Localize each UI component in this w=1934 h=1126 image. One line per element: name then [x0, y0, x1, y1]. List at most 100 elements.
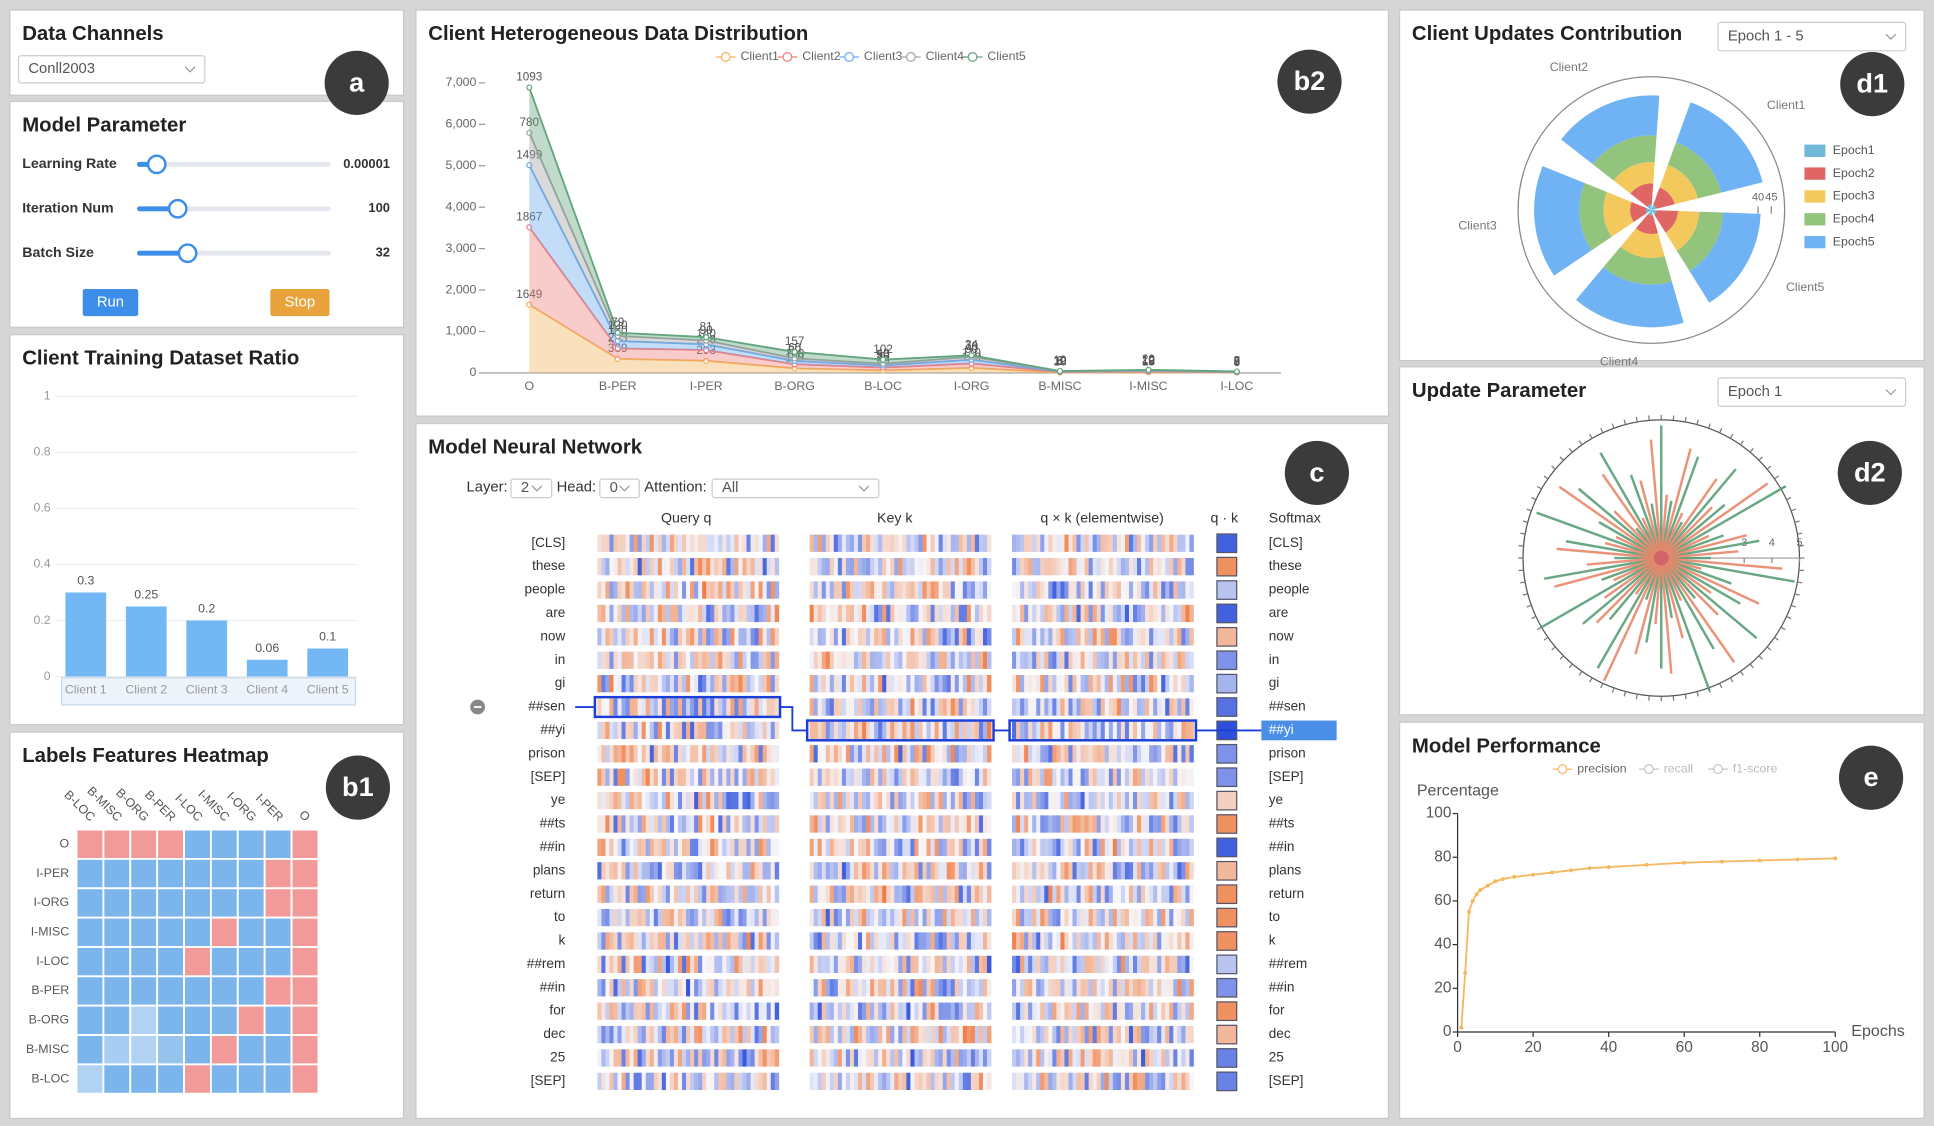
- vector-stripe: [1153, 1049, 1158, 1067]
- vector-stripe: [1173, 534, 1178, 552]
- vector-stripe: [841, 862, 847, 880]
- vector-stripe: [825, 698, 831, 716]
- spoke: [1586, 556, 1662, 566]
- vector-stripe: [1044, 651, 1049, 669]
- vector-stripe: [1181, 1002, 1186, 1020]
- vector-stripe: [1048, 721, 1053, 740]
- vector-stripe: [750, 979, 755, 997]
- vector-stripe: [734, 908, 739, 927]
- vector-stripe: [978, 651, 984, 669]
- vector-stripe: [1064, 721, 1069, 740]
- vector-stripe: [1024, 721, 1029, 740]
- token-highlight: [1261, 720, 1337, 741]
- vector-stripe: [1100, 721, 1106, 740]
- angle-tick: [1786, 496, 1792, 501]
- vector-stripe: [1145, 745, 1150, 763]
- vector-stripe: [653, 932, 659, 950]
- vector-stripe: [649, 1002, 655, 1020]
- vector-stripe: [746, 1049, 751, 1067]
- vector-stripe: [637, 885, 643, 903]
- control-label: Layer:: [467, 480, 508, 496]
- vector-stripe: [746, 558, 751, 576]
- spoke: [1536, 511, 1662, 560]
- vector-stripe: [1056, 651, 1061, 669]
- vector-stripe: [1084, 698, 1090, 716]
- vector-stripe: [954, 979, 960, 997]
- angle-tick: [1635, 694, 1638, 700]
- slider-knob[interactable]: [167, 198, 188, 219]
- vector-stripe: [1120, 534, 1126, 552]
- vector-stripe: [906, 838, 911, 857]
- vector-stripe: [938, 674, 944, 693]
- vector-stripe: [673, 979, 679, 997]
- vector-stripe: [698, 838, 703, 857]
- vector-stripe: [1153, 815, 1158, 833]
- vector-stripe: [833, 955, 839, 974]
- vector-stripe: [1120, 908, 1126, 927]
- vector-stripe: [1100, 955, 1106, 974]
- vector-stripe: [661, 674, 667, 693]
- vector-stripe: [621, 534, 626, 552]
- vector-stripe: [770, 1025, 776, 1044]
- polar-bar: [1659, 164, 1698, 205]
- vector-stripe: [694, 1049, 699, 1067]
- vector-stripe: [1056, 838, 1061, 857]
- vector-stripe: [625, 558, 630, 576]
- vector-stripe: [858, 674, 863, 693]
- vector-stripe: [987, 651, 992, 669]
- button[interactable]: [82, 289, 139, 317]
- score-cell: [1216, 580, 1238, 600]
- vector-stripe: [698, 1002, 703, 1020]
- vector-stripe: [669, 558, 675, 576]
- vector-stripe: [1076, 745, 1081, 763]
- vector-stripe: [906, 698, 911, 716]
- point: [1568, 868, 1573, 873]
- vector-stripe: [970, 955, 976, 974]
- token-label: k: [1269, 933, 1276, 948]
- slider-knob[interactable]: [177, 243, 198, 264]
- vector-stripe: [966, 604, 972, 623]
- vector-stripe: [726, 721, 731, 740]
- vector-stripe: [1189, 1002, 1194, 1020]
- vector-stripe: [1056, 604, 1061, 623]
- vector-stripe: [1060, 1025, 1065, 1044]
- token-label: gi: [555, 675, 566, 690]
- vector-stripe: [902, 885, 907, 903]
- vector-stripe: [1068, 1049, 1073, 1067]
- heat-cell: [290, 858, 320, 890]
- y-tick-label: 100: [1426, 805, 1452, 822]
- vector-stripe: [690, 791, 695, 810]
- vector-stripe: [601, 932, 606, 950]
- vector-stripe: [609, 1072, 614, 1091]
- vector-stripe: [613, 581, 618, 599]
- bar: [125, 606, 167, 677]
- vector-stripe: [866, 581, 871, 599]
- vector-stripe: [833, 558, 839, 576]
- vector-stripe: [878, 1049, 883, 1067]
- vector-stripe: [718, 698, 723, 716]
- vector-stripe: [633, 838, 639, 857]
- vector-stripe: [690, 558, 695, 576]
- vector-stripe: [894, 838, 899, 857]
- vector-stripe: [825, 1049, 831, 1067]
- vector-stripe: [902, 1002, 907, 1020]
- vector-stripe: [637, 1002, 643, 1020]
- slider-knob[interactable]: [146, 154, 167, 175]
- vector-stripe: [974, 1025, 980, 1044]
- vector-stripe: [870, 698, 875, 716]
- vector-stripe: [890, 674, 895, 693]
- heat-cell: [102, 1034, 132, 1066]
- button[interactable]: [270, 289, 330, 317]
- vector-stripe: [601, 628, 606, 646]
- vector-stripe: [1149, 815, 1154, 833]
- vector-stripe: [762, 698, 768, 716]
- vector-stripe: [898, 604, 903, 623]
- vector-stripe: [1189, 651, 1194, 669]
- vector-stripe: [1024, 838, 1029, 857]
- vector-stripe: [1080, 674, 1085, 693]
- vector-stripe: [987, 581, 992, 599]
- vector-stripe: [858, 1002, 863, 1020]
- vector-stripe: [926, 768, 931, 786]
- vector-stripe: [734, 768, 739, 786]
- vector-stripe: [1169, 955, 1174, 974]
